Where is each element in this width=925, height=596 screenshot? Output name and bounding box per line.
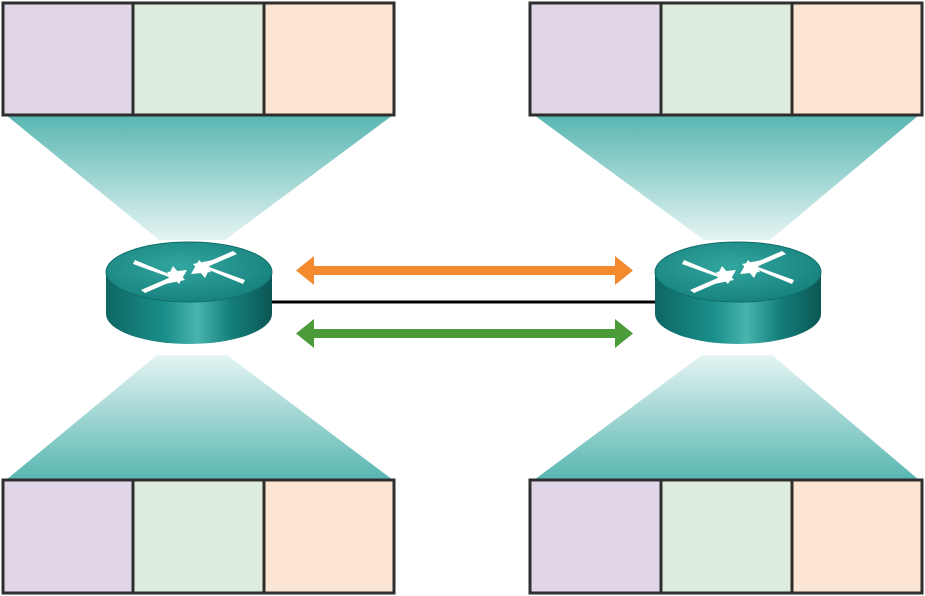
router-icon — [105, 241, 273, 345]
frame-cell — [1, 478, 135, 595]
frame-cell — [262, 1, 396, 117]
frame-bottom-left — [1, 478, 396, 595]
frame-cell — [262, 478, 396, 595]
frame-bottom-right — [528, 478, 924, 595]
beam-bottom-right — [534, 355, 919, 480]
frame-cell — [659, 478, 794, 595]
frame-cell — [131, 478, 266, 595]
frame-cell — [131, 1, 266, 117]
frame-cell — [528, 478, 663, 595]
frame-top-right — [528, 1, 924, 117]
frame-top-left — [1, 1, 396, 117]
double-arrow-green — [296, 319, 633, 348]
frame-cell — [1, 1, 135, 117]
frame-cell — [790, 1, 924, 117]
frame-cell — [528, 1, 663, 117]
frame-cell — [790, 478, 924, 595]
double-arrow-orange — [296, 256, 633, 285]
frame-cell — [659, 1, 794, 117]
router-icon — [654, 241, 822, 345]
beam-bottom-left — [6, 355, 393, 480]
beam-top-right — [534, 115, 919, 240]
beam-top-left — [6, 115, 393, 240]
